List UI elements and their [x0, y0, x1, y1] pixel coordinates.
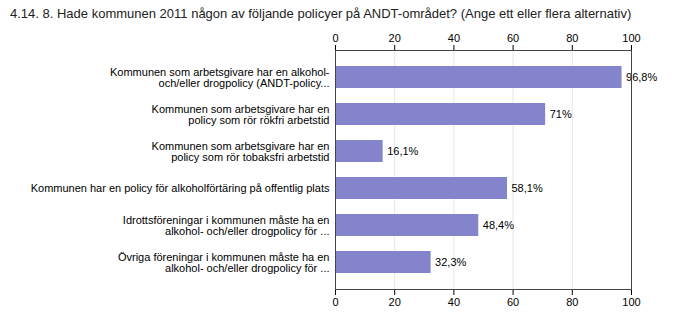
svg-text:Kommunen som arbetsgivare har: Kommunen som arbetsgivare har en alkohol… — [110, 66, 330, 89]
svg-text:96,8%: 96,8% — [626, 71, 657, 83]
svg-text:60: 60 — [507, 32, 519, 44]
svg-text:40: 40 — [448, 32, 460, 44]
svg-text:60: 60 — [507, 297, 519, 309]
svg-text:40: 40 — [448, 297, 460, 309]
svg-text:Kommunen som arbetsgivare har: Kommunen som arbetsgivare har enpolicy s… — [152, 103, 330, 126]
svg-text:Kommunen som arbetsgivare har: Kommunen som arbetsgivare har enpolicy s… — [152, 140, 330, 163]
svg-text:0: 0 — [332, 297, 338, 309]
svg-text:0: 0 — [332, 32, 338, 44]
svg-text:Kommunen har en policy för alk: Kommunen har en policy för alkoholförtär… — [31, 182, 330, 194]
svg-text:20: 20 — [389, 297, 401, 309]
svg-text:71%: 71% — [550, 108, 572, 120]
svg-text:100: 100 — [622, 297, 640, 309]
svg-text:80: 80 — [566, 297, 578, 309]
svg-text:58,1%: 58,1% — [511, 182, 542, 194]
svg-text:80: 80 — [566, 32, 578, 44]
svg-text:100: 100 — [622, 32, 640, 44]
html-text:4.14. 8. Hade kommunen 2011 nå: 4.14. 8. Hade kommunen 2011 någon av föl… — [10, 6, 632, 21]
svg-text:48,4%: 48,4% — [483, 219, 514, 231]
svg-text:16,1%: 16,1% — [387, 145, 418, 157]
svg-text:20: 20 — [389, 32, 401, 44]
svg-text:Övriga föreningar i kommunen m: Övriga föreningar i kommunen måste ha en… — [118, 251, 330, 274]
svg-text:32,3%: 32,3% — [435, 256, 466, 268]
svg-text:Idrottsföreningar i kommunen m: Idrottsföreningar i kommunen måste ha en… — [123, 214, 330, 237]
